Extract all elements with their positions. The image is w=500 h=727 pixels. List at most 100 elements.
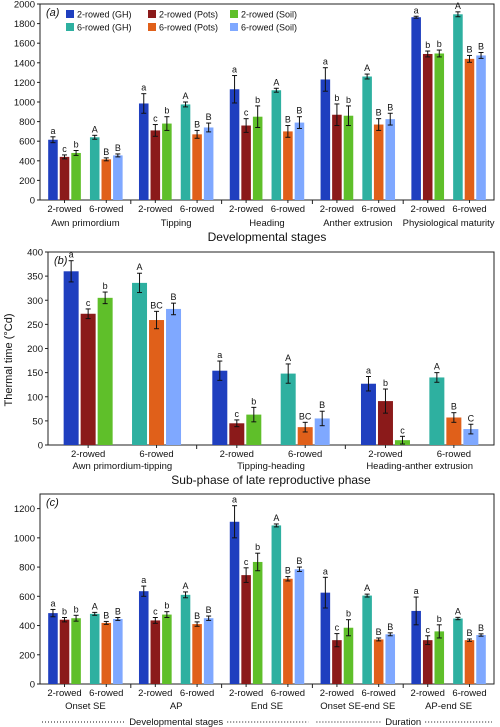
bar: [411, 610, 421, 684]
significance-letter: A: [273, 77, 279, 87]
significance-letter: c: [425, 625, 430, 635]
bar: [138, 103, 149, 200]
significance-letter: b: [383, 378, 388, 388]
bar: [320, 79, 331, 200]
y-tick-label: 200: [19, 650, 35, 661]
significance-letter: A: [183, 91, 189, 101]
y-tick-label: 200: [19, 176, 35, 187]
significance-letter: a: [69, 250, 74, 260]
subgroup-label: 6-rowed: [362, 688, 396, 699]
y-tick-label: 300: [27, 296, 43, 307]
bar: [446, 417, 462, 445]
bar: [132, 282, 148, 445]
significance-letter: a: [141, 575, 146, 585]
y-tick-label: 800: [19, 117, 35, 128]
significance-letter: a: [217, 350, 222, 360]
bar: [246, 414, 262, 445]
significance-letter: c: [86, 298, 91, 308]
significance-letter: c: [244, 108, 249, 118]
significance-letter: b: [164, 601, 169, 611]
subgroup-label: 2-rowed: [138, 204, 172, 215]
y-tick-label: 2000: [14, 0, 35, 11]
bar: [162, 123, 172, 200]
group-label: Onset SE-end SE: [320, 701, 395, 712]
y-tick-label: 1400: [14, 58, 35, 69]
legend-label: 6-rowed (Pots): [159, 23, 218, 33]
significance-letter: C: [468, 413, 475, 423]
bar: [411, 17, 421, 201]
y-tick-label: 800: [19, 563, 35, 574]
subgroup-label: 2-rowed: [229, 688, 263, 699]
subgroup-label: 6-rowed: [288, 449, 322, 460]
y-tick-label: 250: [27, 320, 43, 331]
subgroup-label: 6-rowed: [362, 204, 396, 215]
significance-letter: c: [400, 425, 405, 435]
group-label: AP-end SE: [425, 701, 472, 712]
significance-letter: b: [62, 607, 67, 617]
y-tick-label: 150: [27, 368, 43, 379]
bar: [180, 594, 191, 684]
bar: [385, 634, 396, 684]
subgroup-label: 2-rowed: [320, 688, 354, 699]
panel-a: 0 200 400 600 800 1000 1200 1400 1600 1800 2000 (a)…: [14, 0, 495, 244]
bar: [59, 156, 70, 200]
bar: [271, 525, 282, 684]
bar: [180, 104, 191, 200]
subgroup-label: 2-rowed: [411, 204, 445, 215]
bar: [241, 575, 251, 684]
significance-letter: B: [376, 627, 382, 637]
y-tick-label: 0: [30, 680, 35, 691]
bar: [113, 618, 123, 684]
bar: [332, 114, 342, 200]
bar: [212, 370, 228, 445]
bar: [63, 271, 79, 445]
significance-letter: b: [255, 95, 260, 105]
group-label: End SE: [251, 701, 283, 712]
significance-letter: c: [62, 144, 67, 154]
bar: [463, 429, 479, 445]
significance-letter: B: [478, 42, 484, 52]
significance-letter: b: [437, 39, 442, 49]
footer-label-developmental-stages: Developmental stages: [129, 717, 223, 727]
bar: [297, 427, 313, 445]
significance-letter: B: [115, 607, 121, 617]
significance-letter: B: [115, 143, 121, 153]
significance-letter: B: [296, 106, 302, 116]
legend-swatch: [66, 10, 74, 18]
bar: [229, 89, 240, 200]
subgroup-label: 6-rowed: [89, 688, 123, 699]
bar: [464, 58, 475, 200]
bar: [203, 127, 214, 200]
bar: [314, 418, 330, 445]
panel-tag: (c): [46, 497, 59, 509]
significance-letter: B: [285, 115, 291, 125]
significance-letter: b: [425, 40, 430, 50]
bar: [434, 53, 445, 200]
significance-letter: A: [455, 1, 461, 11]
subgroup-label: 6-rowed: [180, 688, 214, 699]
significance-letter: a: [141, 83, 146, 93]
significance-letter: A: [183, 581, 189, 591]
significance-letter: A: [137, 262, 143, 272]
significance-letter: B: [206, 112, 212, 122]
significance-letter: B: [296, 556, 302, 566]
significance-letter: a: [323, 57, 328, 67]
subgroup-label: 6-rowed: [452, 688, 486, 699]
subgroup-label: 2-rowed: [47, 204, 81, 215]
bar: [271, 90, 282, 200]
significance-letter: BC: [150, 300, 163, 310]
significance-letter: B: [387, 622, 393, 632]
legend-swatch: [148, 23, 156, 31]
legend-swatch: [148, 10, 156, 18]
significance-letter: c: [335, 623, 340, 633]
significance-letter: A: [92, 601, 98, 611]
significance-letter: A: [273, 513, 279, 523]
bar: [362, 76, 372, 200]
significance-letter: a: [414, 5, 419, 15]
group-label: Tipping: [161, 218, 192, 229]
y-tick-label: 50: [32, 416, 43, 427]
y-tick-label: 1200: [14, 78, 35, 89]
significance-letter: B: [103, 610, 109, 620]
significance-letter: B: [376, 108, 382, 118]
significance-letter: B: [206, 605, 212, 615]
